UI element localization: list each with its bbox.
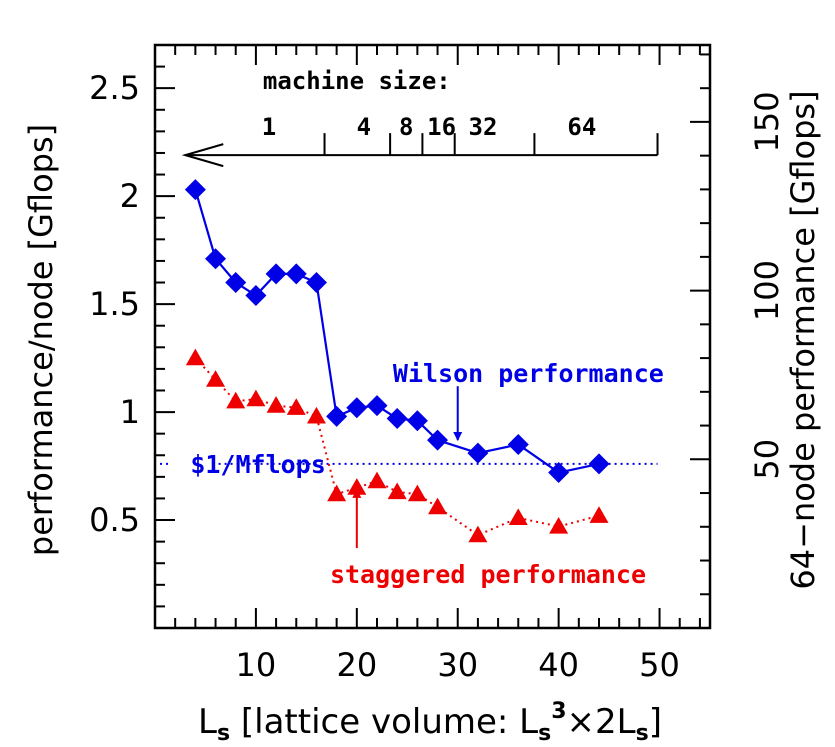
staggered-point (306, 406, 326, 424)
wilson-point (326, 405, 348, 427)
x-label-text-1: [lattice volume: L (230, 702, 538, 742)
staggered-point (508, 508, 528, 526)
wilson-point (245, 284, 267, 306)
x-label-sup: 3 (551, 699, 566, 724)
plot-frame (153, 43, 712, 630)
y2-tick-label: 50 (748, 439, 786, 480)
staggered-point (206, 370, 226, 387)
reference-line: $1/Mflops (160, 450, 658, 479)
wilson-point (427, 429, 449, 451)
wilson-point (184, 179, 206, 201)
staggered-annotation-label: staggered performance (330, 560, 646, 589)
staggered-point (549, 517, 569, 534)
staggered-point (347, 478, 367, 495)
wilson-point (406, 410, 428, 432)
wilson-point (467, 442, 489, 464)
x-tick-label: 30 (437, 646, 478, 684)
wilson-point (285, 263, 307, 285)
wilson-annotation-label: Wilson performance (393, 359, 664, 388)
y-tick-label: 1.5 (89, 285, 140, 323)
wilson-point (386, 408, 408, 430)
y-tick-label: 2 (120, 177, 140, 215)
x-tick-label: 50 (639, 646, 680, 684)
staggered-point (468, 525, 488, 543)
wilson-point (366, 395, 388, 417)
staggered-point (185, 348, 205, 366)
y-axis-label: performance/node [Gflops] (22, 124, 60, 556)
machine-size-label: 64 (567, 113, 596, 141)
staggered-point (266, 396, 286, 413)
x-label-sub-1: s (217, 721, 230, 746)
machine-size-label: 1 (262, 113, 276, 141)
machine-size-title: machine size: (263, 67, 451, 95)
wilson-point (225, 272, 247, 294)
axis-ticks (155, 45, 710, 628)
machine-size-label: 8 (399, 113, 413, 141)
wilson-point (548, 462, 570, 484)
y2-tick-label: 150 (748, 91, 786, 152)
x-tick-label: 20 (336, 646, 377, 684)
staggered-series-line (194, 357, 600, 537)
staggered-point (327, 484, 347, 502)
y-tick-label: 2.5 (89, 69, 140, 107)
x-label-l: L (198, 702, 217, 742)
x-tick-label: 40 (538, 646, 579, 684)
staggered-point (226, 391, 246, 409)
staggered-point (367, 471, 387, 489)
machine-size-label: 32 (469, 113, 498, 141)
machine-size-scale: 1 4 8 16 32 64 machine size: (181, 67, 659, 168)
x-label-text-2: ×2L (567, 702, 636, 742)
data-series (184, 179, 610, 543)
staggered-point (407, 484, 427, 502)
wilson-point (588, 453, 610, 475)
machine-size-label: 4 (357, 113, 371, 141)
x-tick-label: 10 (236, 646, 277, 684)
x-label-sub-3: s (636, 721, 649, 746)
axis-tick-labels: 10 20 30 40 50 0.5 1 1.5 2 2.5 50 100 150 (89, 69, 786, 684)
machine-size-arrowhead (181, 143, 224, 168)
staggered-point (589, 506, 609, 523)
staggered-point (246, 389, 266, 407)
x-axis-label: Ls [lattice volume: Ls3×2Ls] (198, 699, 662, 746)
annotations: Wilson performance staggered performance (330, 359, 664, 589)
staggered-point (428, 497, 448, 515)
y2-axis-label: 64−node performance [Gflops] (784, 90, 822, 589)
wilson-point (265, 263, 287, 285)
x-label-close: ] (649, 702, 662, 742)
y2-tick-label: 100 (748, 260, 786, 321)
machine-size-label: 16 (427, 113, 456, 141)
x-label-sub-2: s (538, 721, 551, 746)
wilson-point (346, 397, 368, 419)
y-tick-label: 0.5 (89, 501, 140, 539)
staggered-point (387, 482, 407, 500)
wilson-series-line (194, 189, 600, 474)
staggered-point (286, 398, 306, 415)
wilson-point (205, 248, 227, 270)
wilson-point (507, 433, 529, 455)
wilson-point (305, 272, 327, 294)
y-tick-label: 1 (120, 393, 140, 431)
reference-label: $1/Mflops (190, 450, 325, 479)
